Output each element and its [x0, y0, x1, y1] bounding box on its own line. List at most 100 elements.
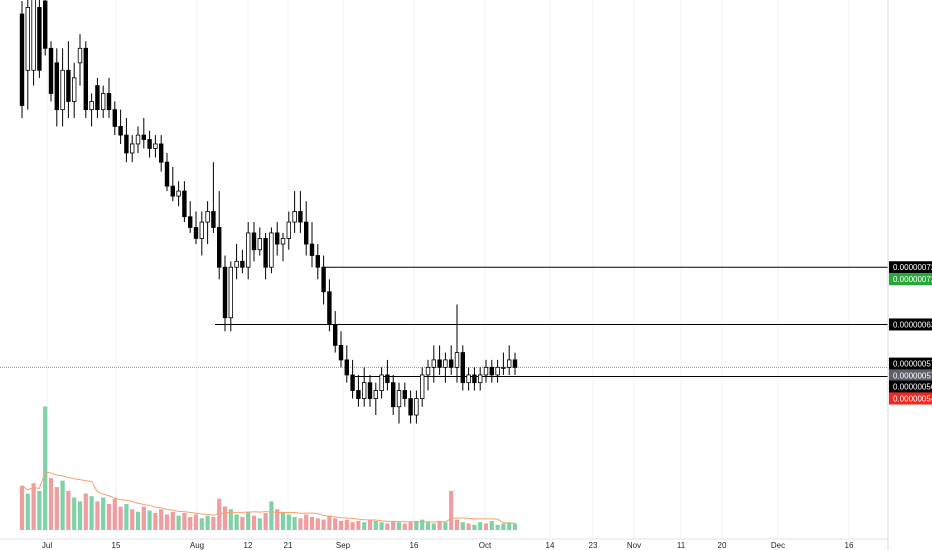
candle-body — [303, 221, 309, 245]
volume-bar — [43, 406, 48, 530]
price-badge: 0.00000056 — [893, 382, 932, 391]
volume-bar — [309, 517, 315, 530]
candle-body — [228, 266, 233, 319]
candle-body — [512, 359, 518, 368]
volume-bar — [356, 520, 361, 530]
candle-body — [431, 359, 436, 368]
candle-body — [31, 0, 36, 71]
volume-bar — [222, 506, 228, 530]
candle-body — [251, 232, 257, 251]
candle-body — [269, 232, 274, 268]
volume-bar — [385, 523, 390, 530]
volume-bar — [304, 514, 309, 530]
volume-bar — [240, 517, 245, 530]
price-badge-bg — [889, 369, 932, 382]
x-tick-label: 21 — [284, 541, 293, 550]
volume-bar — [373, 520, 378, 530]
candle-body — [454, 352, 460, 368]
time-axis[interactable]: Jul 15 Aug 12 21 Sep 16 Oct 14 23 Nov 11 20 Dec 16 — [0, 538, 888, 550]
volume-bar — [147, 510, 152, 530]
volume-bar — [95, 501, 100, 530]
x-tick-label: Nov — [627, 541, 641, 550]
volume-bar — [460, 522, 465, 530]
candle-body — [147, 139, 152, 149]
price-badge: 0.00000057 — [893, 360, 932, 369]
candle-body — [176, 190, 181, 197]
volume-bar — [483, 523, 489, 530]
candle-body — [211, 211, 216, 228]
candle-body — [257, 238, 262, 251]
volume-bar — [37, 491, 42, 530]
candle-body — [437, 359, 442, 368]
volume-bar — [275, 509, 280, 530]
candle-body — [385, 374, 390, 384]
volume-bar — [246, 511, 251, 530]
candle-body — [222, 266, 228, 319]
candle-body — [280, 238, 286, 245]
x-tick-label: Aug — [190, 541, 204, 550]
candle-body — [448, 359, 454, 368]
volume-bar — [257, 518, 262, 530]
volume-bar — [211, 517, 216, 530]
candle-body — [95, 85, 100, 111]
volume-bar — [228, 509, 233, 530]
volume-bar — [489, 520, 494, 530]
volume-bar — [135, 511, 141, 530]
volume-bar — [367, 519, 373, 530]
volume-bar — [25, 493, 30, 530]
volume-bar — [396, 522, 402, 530]
candle-body — [153, 143, 158, 149]
x-tick-label: Dec — [771, 541, 785, 550]
candle-body — [199, 221, 204, 239]
price-badge-bg — [889, 261, 932, 274]
x-tick-label: 16 — [845, 541, 854, 550]
volume-bar — [263, 513, 268, 530]
candle-body — [118, 126, 123, 136]
candle-body — [43, 0, 48, 49]
candle-body — [245, 232, 251, 268]
candle-body — [344, 359, 349, 376]
candle-body — [135, 134, 141, 145]
volume-bar — [106, 504, 112, 530]
volume-bar — [124, 504, 129, 530]
candle-body — [205, 211, 210, 223]
volume-bar — [321, 519, 326, 530]
price-badge-bg — [889, 357, 932, 370]
volume-bar — [327, 515, 332, 530]
volume-bar — [298, 518, 303, 530]
candle-body — [321, 266, 326, 293]
candle-body — [101, 93, 106, 111]
candle-body — [396, 390, 402, 408]
candle-body — [327, 291, 332, 325]
candle-body — [286, 221, 291, 239]
candle-body — [472, 374, 477, 384]
volume-bar — [280, 511, 286, 530]
volume-bar — [251, 515, 257, 530]
x-tick-label: 12 — [244, 541, 253, 550]
volume-bar — [431, 523, 436, 530]
candle-body — [240, 260, 245, 268]
candle-body — [54, 62, 59, 111]
x-tick-label: 14 — [546, 541, 555, 550]
volume-bar — [83, 493, 88, 530]
candle-body — [419, 374, 425, 399]
candle-body — [460, 352, 465, 384]
candle-body — [443, 359, 448, 368]
candle-body — [83, 47, 88, 111]
volume-bar — [333, 518, 338, 530]
candle-body — [332, 324, 338, 346]
candle-body — [112, 109, 117, 127]
candle-body — [373, 390, 378, 399]
volume-bar — [338, 520, 344, 530]
price-axis[interactable]: 0.000001300.000001250.000001200.00000115… — [887, 0, 932, 550]
volume-bar — [217, 498, 222, 530]
candle-body — [483, 366, 489, 376]
volume-bar — [315, 518, 320, 530]
horizontal-levels[interactable] — [0, 266, 888, 377]
candle-body — [141, 134, 146, 140]
volume-bar — [478, 522, 483, 530]
volume-bar — [19, 485, 25, 530]
candle-body — [506, 359, 512, 368]
candle-body — [367, 382, 373, 399]
